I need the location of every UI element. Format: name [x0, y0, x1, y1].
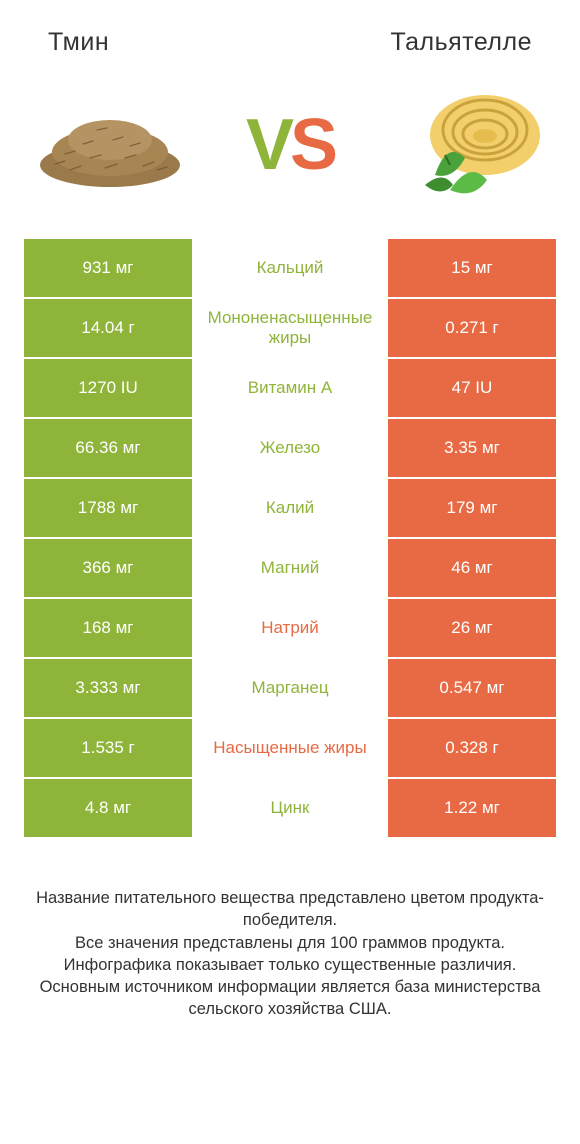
table-row: 1270 IUВитамин A47 IU	[24, 359, 556, 417]
left-value: 168 мг	[24, 599, 192, 657]
right-value: 0.547 мг	[388, 659, 556, 717]
table-row: 66.36 мгЖелезо3.35 мг	[24, 419, 556, 477]
right-value: 15 мг	[388, 239, 556, 297]
pasta-image	[390, 75, 550, 215]
nutrient-label: Витамин A	[192, 359, 388, 417]
table-row: 366 мгМагний46 мг	[24, 539, 556, 597]
images-row: VS	[0, 65, 580, 239]
right-value: 1.22 мг	[388, 779, 556, 837]
right-value: 179 мг	[388, 479, 556, 537]
vs-label: VS	[246, 109, 334, 181]
nutrient-label: Железо	[192, 419, 388, 477]
table-row: 1788 мгКалий179 мг	[24, 479, 556, 537]
vs-s: S	[290, 105, 334, 185]
nutrient-label: Насыщенные жиры	[192, 719, 388, 777]
cumin-image	[30, 75, 190, 215]
right-value: 47 IU	[388, 359, 556, 417]
right-value: 0.271 г	[388, 299, 556, 357]
left-value: 3.333 мг	[24, 659, 192, 717]
right-value: 0.328 г	[388, 719, 556, 777]
footer-line: Инфографика показывает только существенн…	[30, 954, 550, 976]
table-row: 3.333 мгМарганец0.547 мг	[24, 659, 556, 717]
left-value: 4.8 мг	[24, 779, 192, 837]
right-value: 26 мг	[388, 599, 556, 657]
table-row: 931 мгКальций15 мг	[24, 239, 556, 297]
table-row: 14.04 гМононенасыщенные жиры0.271 г	[24, 299, 556, 357]
right-value: 46 мг	[388, 539, 556, 597]
footer-line: Название питательного вещества представл…	[30, 887, 550, 932]
nutrient-label: Магний	[192, 539, 388, 597]
nutrient-label: Мононенасыщенные жиры	[192, 299, 388, 357]
header-row: Тмин Тальятелле	[0, 0, 580, 65]
nutrient-label: Цинк	[192, 779, 388, 837]
vs-v: V	[246, 105, 290, 185]
nutrient-label: Натрий	[192, 599, 388, 657]
right-product-title: Тальятелле	[390, 28, 532, 57]
footer-notes: Название питательного вещества представл…	[0, 839, 580, 1021]
comparison-table: 931 мгКальций15 мг14.04 гМононенасыщенны…	[24, 239, 556, 837]
nutrient-label: Кальций	[192, 239, 388, 297]
left-value: 931 мг	[24, 239, 192, 297]
nutrient-label: Калий	[192, 479, 388, 537]
left-value: 1788 мг	[24, 479, 192, 537]
left-value: 1270 IU	[24, 359, 192, 417]
table-row: 4.8 мгЦинк1.22 мг	[24, 779, 556, 837]
left-product-title: Тмин	[48, 28, 109, 57]
table-row: 1.535 гНасыщенные жиры0.328 г	[24, 719, 556, 777]
footer-line: Все значения представлены для 100 граммо…	[30, 932, 550, 954]
left-value: 14.04 г	[24, 299, 192, 357]
left-value: 1.535 г	[24, 719, 192, 777]
left-value: 66.36 мг	[24, 419, 192, 477]
table-row: 168 мгНатрий26 мг	[24, 599, 556, 657]
right-value: 3.35 мг	[388, 419, 556, 477]
nutrient-label: Марганец	[192, 659, 388, 717]
footer-line: Основным источником информации является …	[30, 976, 550, 1021]
left-value: 366 мг	[24, 539, 192, 597]
